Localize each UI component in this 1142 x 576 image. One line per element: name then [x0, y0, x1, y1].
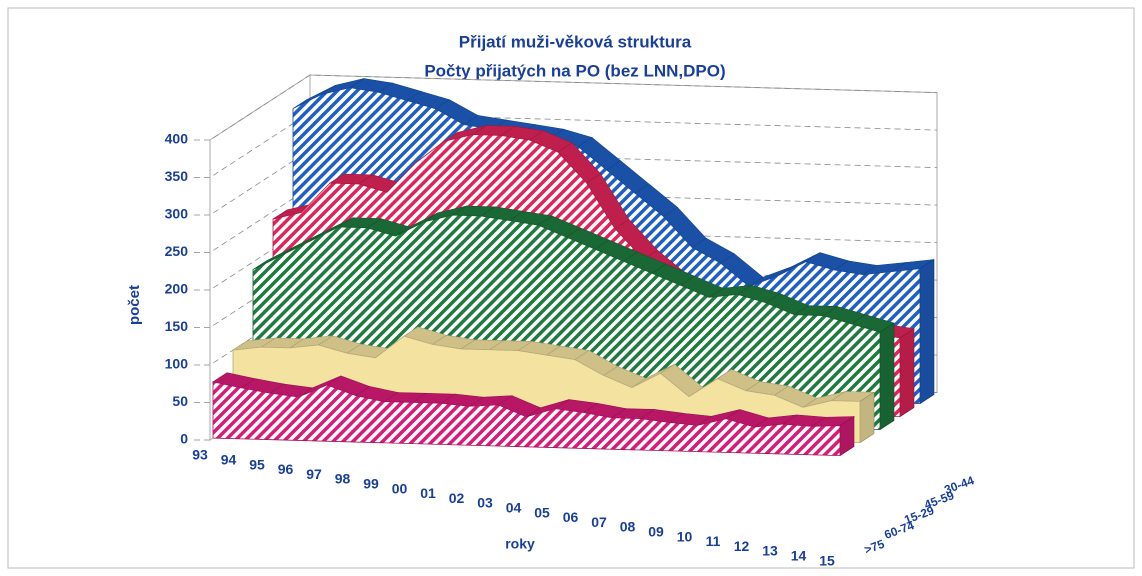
x-tick-label: 04 — [506, 500, 522, 516]
grid-line — [194, 224, 938, 291]
grid-line — [194, 187, 938, 253]
x-axis-label: roky — [505, 536, 535, 552]
x-tick-label: 12 — [734, 538, 750, 554]
x-tick-label: 11 — [706, 533, 721, 549]
x-tick-label: 08 — [620, 519, 636, 535]
grid-line — [194, 74, 938, 141]
y-tick-label: 200 — [165, 281, 189, 297]
depth-label: >75 — [862, 537, 886, 557]
y-tick-label: 100 — [165, 356, 189, 372]
area-end — [899, 328, 915, 418]
y-tick-label: 400 — [165, 131, 189, 147]
chart-title: Přijatí muži-věková struktura — [459, 32, 692, 51]
x-tick-label: 00 — [392, 480, 408, 496]
y-tick-label: 300 — [165, 206, 189, 222]
x-tick-label: 02 — [449, 490, 465, 506]
x-tick-label: 99 — [363, 476, 379, 492]
x-tick-label: 13 — [762, 543, 778, 559]
x-tick-label: 14 — [791, 548, 807, 564]
y-tick-label: 350 — [165, 168, 189, 184]
y-tick-label: 250 — [165, 243, 189, 259]
x-tick-label: 93 — [192, 447, 208, 463]
y-tick-label: 0 — [180, 431, 188, 447]
x-tick-label: 97 — [306, 466, 322, 482]
x-tick-label: 94 — [221, 452, 237, 468]
x-tick-label: 07 — [591, 514, 607, 530]
x-tick-label: 06 — [563, 509, 579, 525]
area — [212, 381, 841, 457]
x-tick-label: 15 — [819, 552, 835, 568]
x-tick-label: 10 — [677, 528, 693, 544]
x-tick-label: 01 — [420, 485, 436, 501]
x-tick-label: 98 — [335, 471, 351, 487]
area-end — [919, 258, 935, 405]
y-tick-label: 50 — [172, 393, 188, 409]
x-tick-label: 96 — [278, 461, 294, 477]
y-tick-label: 150 — [165, 318, 189, 334]
area-end — [879, 322, 895, 431]
chart-subtitle: Počty přijatých na PO (bez LNN,DPO) — [424, 61, 725, 80]
grid-line — [194, 112, 938, 178]
y-axis-label: počet — [126, 285, 143, 325]
x-tick-label: 95 — [249, 456, 265, 472]
x-tick-label: 03 — [477, 495, 493, 511]
x-tick-label: 05 — [534, 504, 550, 520]
x-tick-label: 09 — [648, 524, 664, 540]
grid-line — [194, 149, 938, 216]
area-end — [859, 391, 875, 444]
